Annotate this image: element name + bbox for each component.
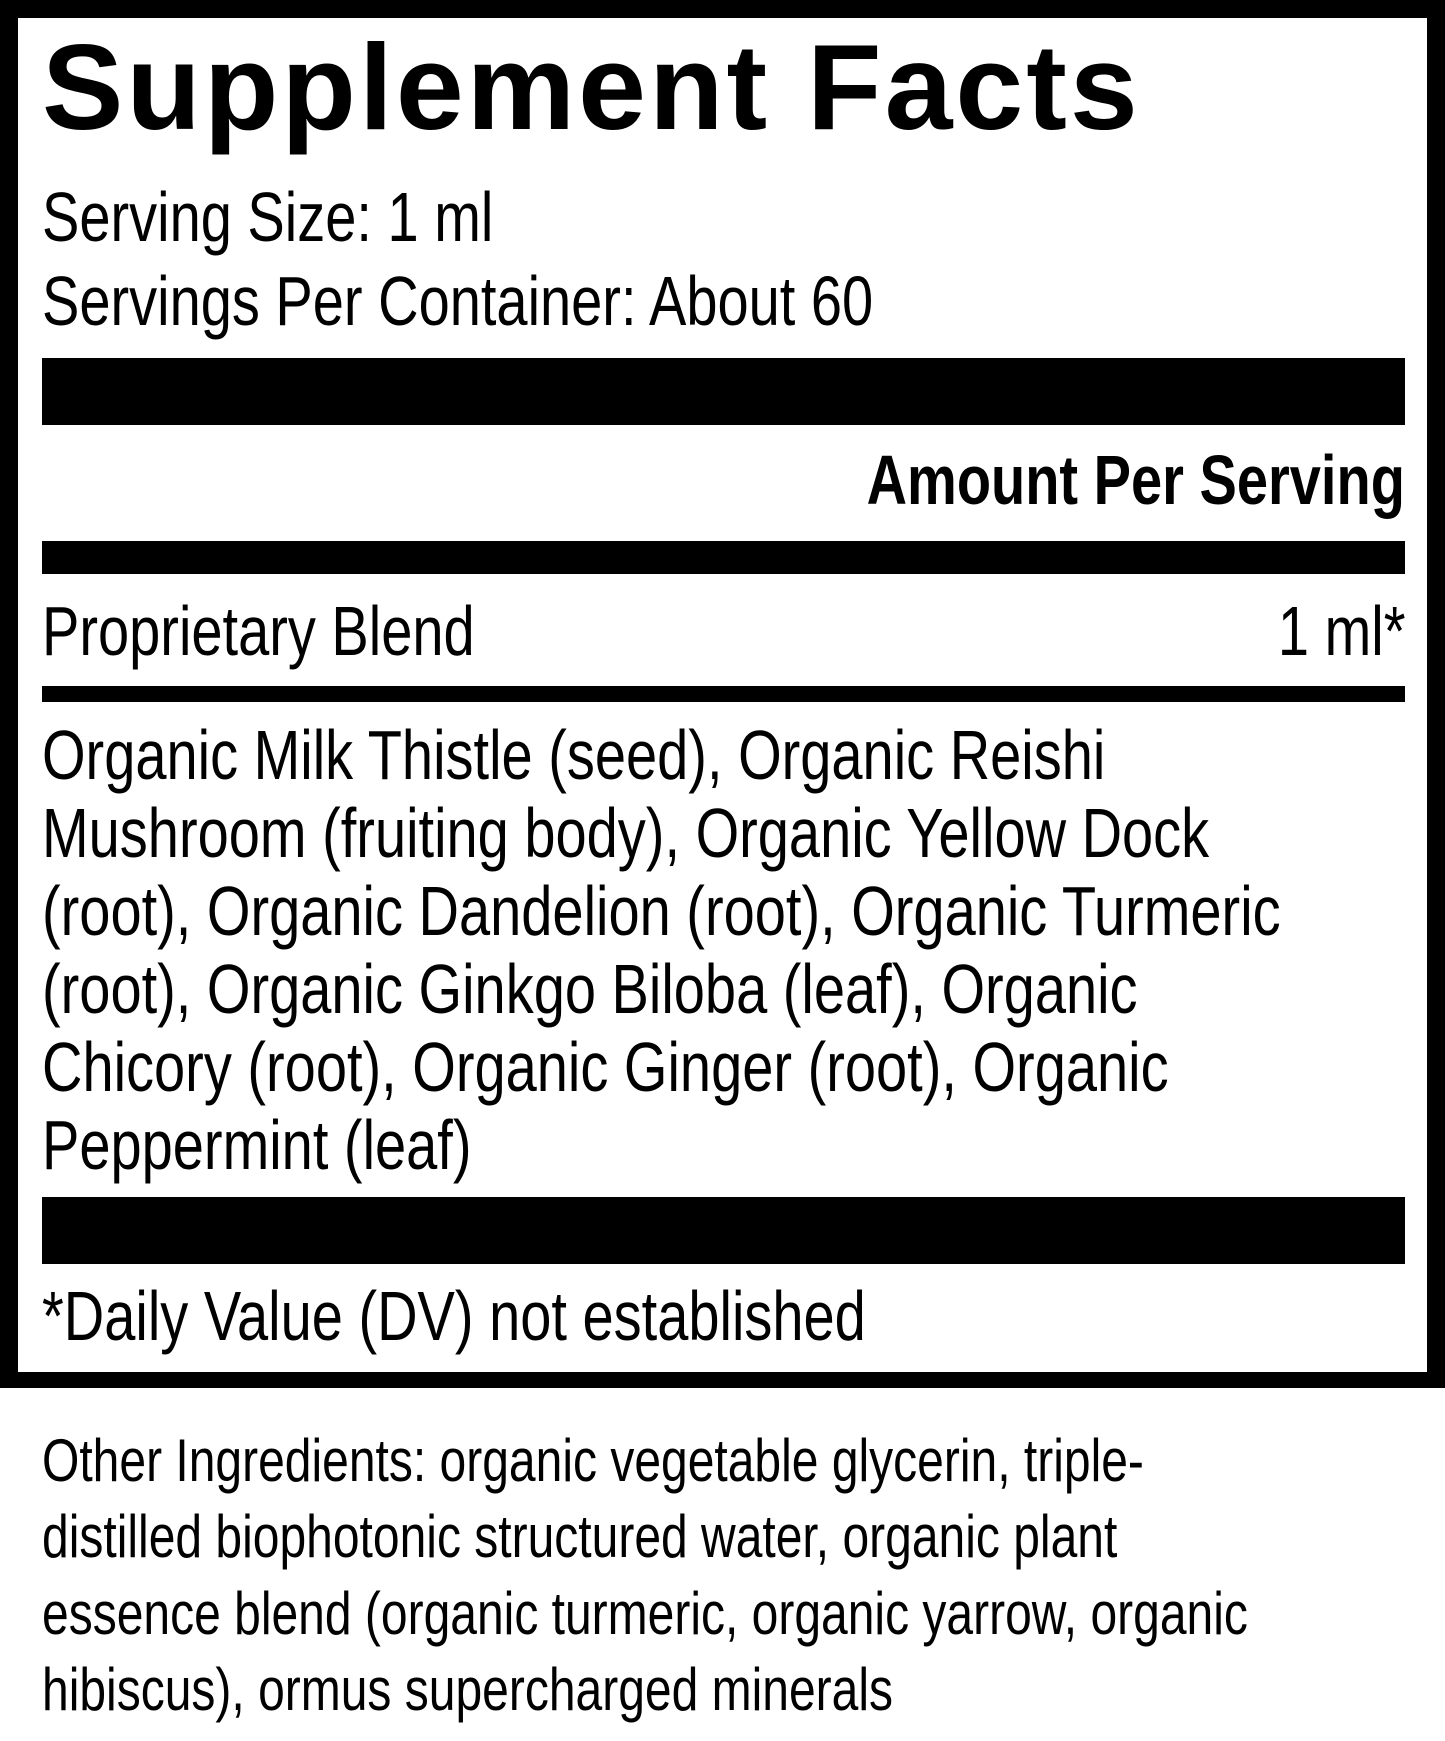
supplement-facts-panel xyxy=(0,0,1445,1388)
medium-divider xyxy=(42,541,1405,574)
ingredient-line: Organic Milk Thistle (seed), Organic Rei… xyxy=(42,716,1106,794)
ingredient-line: (root), Organic Dandelion (root), Organi… xyxy=(42,872,1281,950)
blend-name: Proprietary Blend xyxy=(42,592,475,670)
daily-value-footnote: *Daily Value (DV) not established xyxy=(42,1277,866,1355)
other-ingredients-line: hibiscus), ormus supercharged minerals xyxy=(42,1656,894,1723)
blend-amount: 1 ml* xyxy=(1277,592,1405,670)
other-ingredients-line: distilled biophotonic structured water, … xyxy=(42,1503,1118,1570)
thick-divider xyxy=(42,358,1405,425)
thin-divider xyxy=(42,686,1405,702)
ingredient-line: Peppermint (leaf) xyxy=(42,1106,472,1184)
servings-per-container: Servings Per Container: About 60 xyxy=(42,262,874,340)
ingredient-line: Mushroom (fruiting body), Organic Yellow… xyxy=(42,794,1210,872)
panel-title: Supplement Facts xyxy=(42,19,1141,155)
serving-size: Serving Size: 1 ml xyxy=(42,178,494,256)
other-ingredients-line: Other Ingredients: organic vegetable gly… xyxy=(42,1427,1144,1494)
other-ingredients-line: essence blend (organic turmeric, organic… xyxy=(42,1580,1248,1647)
amount-per-serving-header: Amount Per Serving xyxy=(866,441,1405,519)
ingredient-line: Chicory (root), Organic Ginger (root), O… xyxy=(42,1028,1169,1106)
thick-divider xyxy=(42,1197,1405,1264)
ingredient-line: (root), Organic Ginkgo Biloba (leaf), Or… xyxy=(42,950,1138,1028)
